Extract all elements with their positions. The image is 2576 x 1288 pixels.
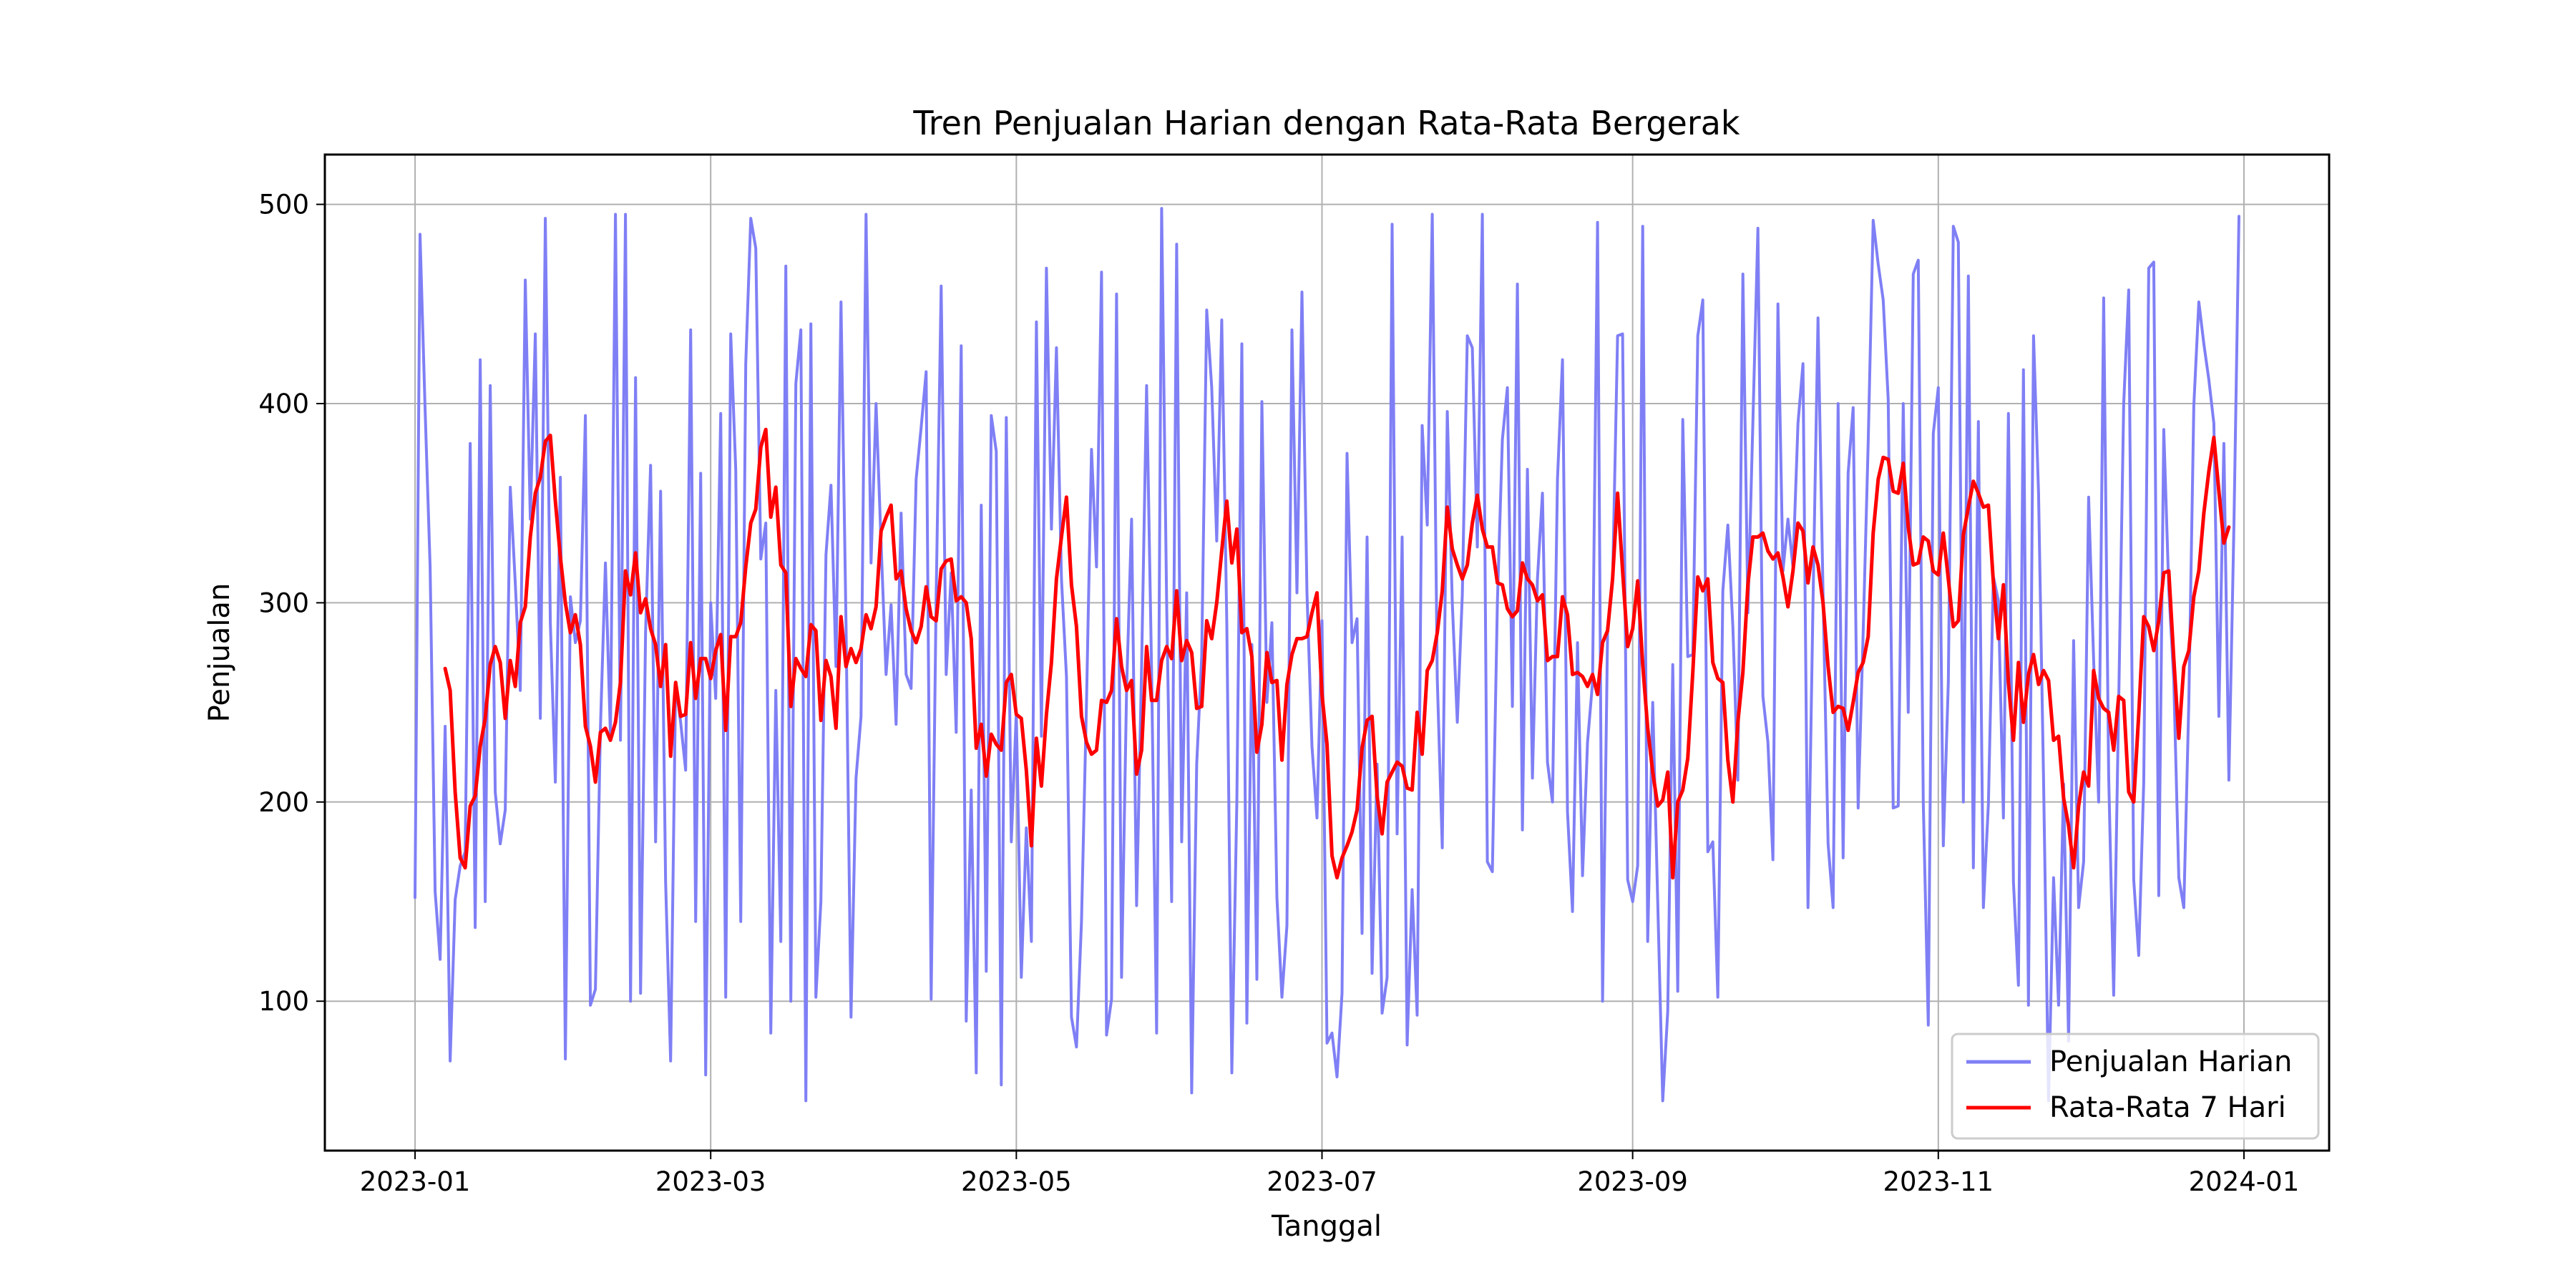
- chart-title: Tren Penjualan Harian dengan Rata-Rata B…: [912, 104, 1740, 142]
- daily-sales-line: [414, 207, 2240, 1103]
- legend-label-penjualan-harian: Penjualan Harian: [2049, 1045, 2292, 1078]
- legend-label-rata-rata-7-hari: Rata-Rata 7 Hari: [2049, 1091, 2286, 1124]
- x-tick-label: 2023-07: [1267, 1166, 1377, 1197]
- moving-average-line: [443, 427, 2231, 880]
- axis-ticks: 2023-01 2023-03 2023-05 2023-07 2023-09 2023-…: [258, 190, 2299, 1197]
- x-tick-label: 2024-01: [2189, 1166, 2300, 1197]
- y-tick-label: 100: [258, 986, 309, 1017]
- y-tick-label: 300: [258, 587, 309, 618]
- plot-frame: [323, 153, 2331, 1152]
- x-tick-label: 2023-09: [1577, 1166, 1688, 1197]
- legend-box: [1951, 1033, 2320, 1140]
- y-tick-label: 400: [258, 389, 309, 419]
- y-tick-label: 200: [258, 787, 309, 818]
- y-axis-label: Penjualan: [203, 583, 236, 723]
- y-tick-label: 500: [258, 190, 309, 220]
- x-tick-label: 2023-05: [961, 1166, 1072, 1197]
- x-tick-label: 2023-03: [655, 1166, 766, 1197]
- x-tick-label: 2023-11: [1883, 1166, 1994, 1197]
- x-axis-label: Tanggal: [1271, 1210, 1382, 1243]
- x-tick-label: 2023-01: [360, 1166, 471, 1197]
- data-series: [414, 207, 2240, 1103]
- legend: Penjualan Harian Rata-Rata 7 Hari: [1951, 1033, 2320, 1140]
